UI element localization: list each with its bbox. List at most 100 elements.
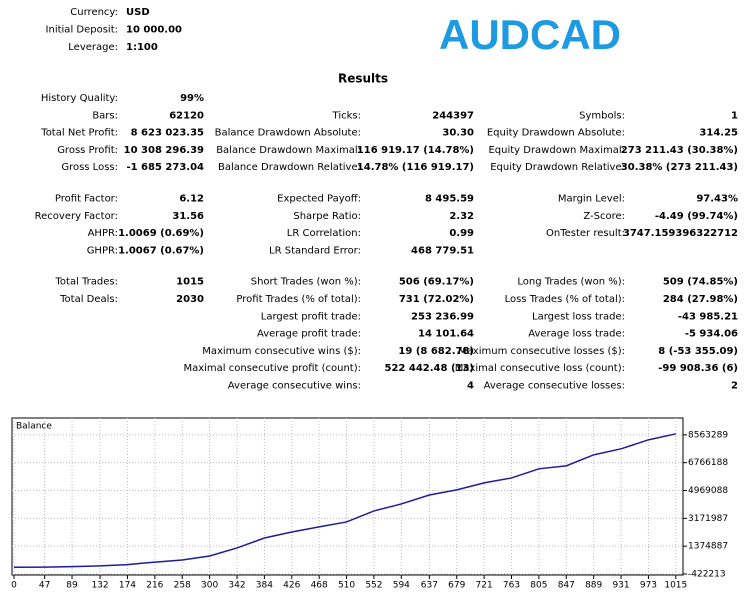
balance-line bbox=[13, 433, 676, 569]
result-value: 522 442.48 (13) bbox=[385, 363, 474, 374]
result-label: GHPR: bbox=[87, 245, 118, 256]
result-label: Balance Drawdown Relative: bbox=[218, 162, 361, 173]
field-label: Initial Deposit: bbox=[46, 25, 118, 36]
result-label: Gross Loss: bbox=[61, 162, 118, 173]
x-tick-label: 847 bbox=[558, 581, 575, 591]
result-value: 8 623 023.35 bbox=[131, 128, 204, 139]
result-value: 14.78% (116 919.17) bbox=[357, 162, 474, 173]
result-value: 244397 bbox=[432, 110, 474, 121]
result-label: Loss Trades (% of total): bbox=[505, 294, 625, 305]
result-value: 8 (-53 355.09) bbox=[658, 346, 738, 357]
result-label: Margin Level: bbox=[558, 194, 625, 205]
result-value: 31.56 bbox=[172, 211, 204, 222]
result-label: Gross Profit: bbox=[57, 145, 118, 156]
result-value: 468 779.51 bbox=[411, 245, 474, 256]
result-value: 253 236.99 bbox=[411, 311, 474, 322]
result-value: 4 bbox=[467, 381, 474, 392]
x-tick-label: 931 bbox=[612, 581, 629, 591]
result-value: 273 211.43 (30.38%) bbox=[621, 145, 738, 156]
y-tick-label: 3171987 bbox=[688, 514, 728, 524]
x-tick-label: 258 bbox=[174, 581, 191, 591]
x-tick-label: 342 bbox=[228, 581, 245, 591]
result-label: Average loss trade: bbox=[528, 329, 625, 340]
result-label: OnTester result: bbox=[546, 228, 625, 239]
result-label: Balance Drawdown Maximal: bbox=[216, 145, 361, 156]
result-value: 1 bbox=[731, 110, 738, 121]
y-tick-label: -422213 bbox=[688, 570, 726, 580]
result-value: 8 495.59 bbox=[425, 194, 474, 205]
y-tick-label: 1374887 bbox=[688, 542, 728, 552]
y-tick-label: 4969088 bbox=[688, 486, 728, 496]
result-value: -4.49 (99.74%) bbox=[655, 211, 738, 222]
result-value: 62120 bbox=[169, 110, 204, 121]
x-tick-label: 426 bbox=[283, 581, 300, 591]
y-tick-label: 8563289 bbox=[688, 430, 728, 440]
results-title: Results bbox=[338, 72, 388, 86]
result-label: Bars: bbox=[92, 110, 118, 121]
result-value: 0.99 bbox=[449, 228, 474, 239]
result-value: 19 (8 682.78) bbox=[398, 346, 474, 357]
field-label: Currency: bbox=[70, 7, 118, 18]
result-value: 731 (72.02%) bbox=[399, 294, 474, 305]
x-tick-label: 0 bbox=[11, 581, 17, 591]
result-label: Recovery Factor: bbox=[35, 211, 118, 222]
x-tick-label: 805 bbox=[530, 581, 547, 591]
x-tick-label: 721 bbox=[476, 581, 493, 591]
result-value: 10 308 296.39 bbox=[124, 145, 204, 156]
result-label: Ticks: bbox=[332, 110, 361, 121]
result-label: Symbols: bbox=[579, 110, 625, 121]
x-tick-label: 174 bbox=[119, 581, 136, 591]
x-tick-label: 889 bbox=[585, 581, 602, 591]
x-tick-label: 637 bbox=[421, 581, 438, 591]
field-value: 1:100 bbox=[126, 42, 158, 53]
result-label: Total Net Profit: bbox=[40, 128, 118, 139]
chart-frame bbox=[11, 417, 684, 576]
result-value: -99 908.36 (6) bbox=[658, 363, 738, 374]
result-label: Expected Payoff: bbox=[277, 194, 361, 205]
result-label: AHPR: bbox=[88, 228, 118, 239]
result-label: Short Trades (won %): bbox=[251, 277, 361, 288]
result-label: Total Deals: bbox=[59, 294, 118, 305]
symbol-title: AUDCAD bbox=[439, 11, 621, 58]
result-label: Long Trades (won %): bbox=[517, 277, 625, 288]
result-value: 1015 bbox=[176, 277, 204, 288]
result-label: Maximum consecutive wins ($): bbox=[202, 346, 361, 357]
x-tick-label: 216 bbox=[146, 581, 163, 591]
result-label: Profit Factor: bbox=[55, 194, 118, 205]
x-tick-label: 47 bbox=[39, 581, 50, 591]
x-tick-label: 973 bbox=[640, 581, 657, 591]
result-label: LR Standard Error: bbox=[269, 245, 361, 256]
result-label: Average profit trade: bbox=[257, 329, 361, 340]
result-label: Sharpe Ratio: bbox=[293, 211, 361, 222]
result-value: 97.43% bbox=[696, 194, 738, 205]
result-value: -5 934.06 bbox=[685, 329, 738, 340]
result-value: 6.12 bbox=[179, 194, 204, 205]
result-value: -43 985.21 bbox=[678, 311, 738, 322]
x-tick-label: 89 bbox=[66, 581, 78, 591]
result-label: Average consecutive wins: bbox=[228, 381, 361, 392]
x-tick-label: 132 bbox=[91, 581, 108, 591]
result-value: 2.32 bbox=[449, 211, 474, 222]
result-value: 1.0067 (0.67%) bbox=[118, 245, 204, 256]
result-label: Largest loss trade: bbox=[532, 311, 625, 322]
result-value: 284 (27.98%) bbox=[663, 294, 738, 305]
result-label: Largest profit trade: bbox=[261, 311, 361, 322]
x-tick-label: 552 bbox=[365, 581, 382, 591]
result-value: 2 bbox=[731, 381, 738, 392]
result-label: Maximal consecutive loss (count): bbox=[455, 363, 625, 374]
field-label: Leverage: bbox=[68, 42, 118, 53]
x-tick-label: 594 bbox=[393, 581, 410, 591]
x-tick-label: 679 bbox=[448, 581, 465, 591]
x-tick-label: 510 bbox=[338, 581, 355, 591]
field-value: USD bbox=[126, 7, 150, 18]
x-tick-label: 300 bbox=[201, 581, 218, 591]
result-value: 30.38% (273 211.43) bbox=[621, 162, 738, 173]
x-tick-label: 763 bbox=[503, 581, 520, 591]
result-value: 3747.159396322712 bbox=[623, 228, 738, 239]
result-label: Equity Drawdown Absolute: bbox=[487, 128, 625, 139]
result-label: Equity Drawdown Relative: bbox=[490, 162, 625, 173]
result-value: 314.25 bbox=[699, 128, 738, 139]
x-tick-label: 384 bbox=[256, 581, 273, 591]
x-tick-label: 1015 bbox=[664, 581, 687, 591]
